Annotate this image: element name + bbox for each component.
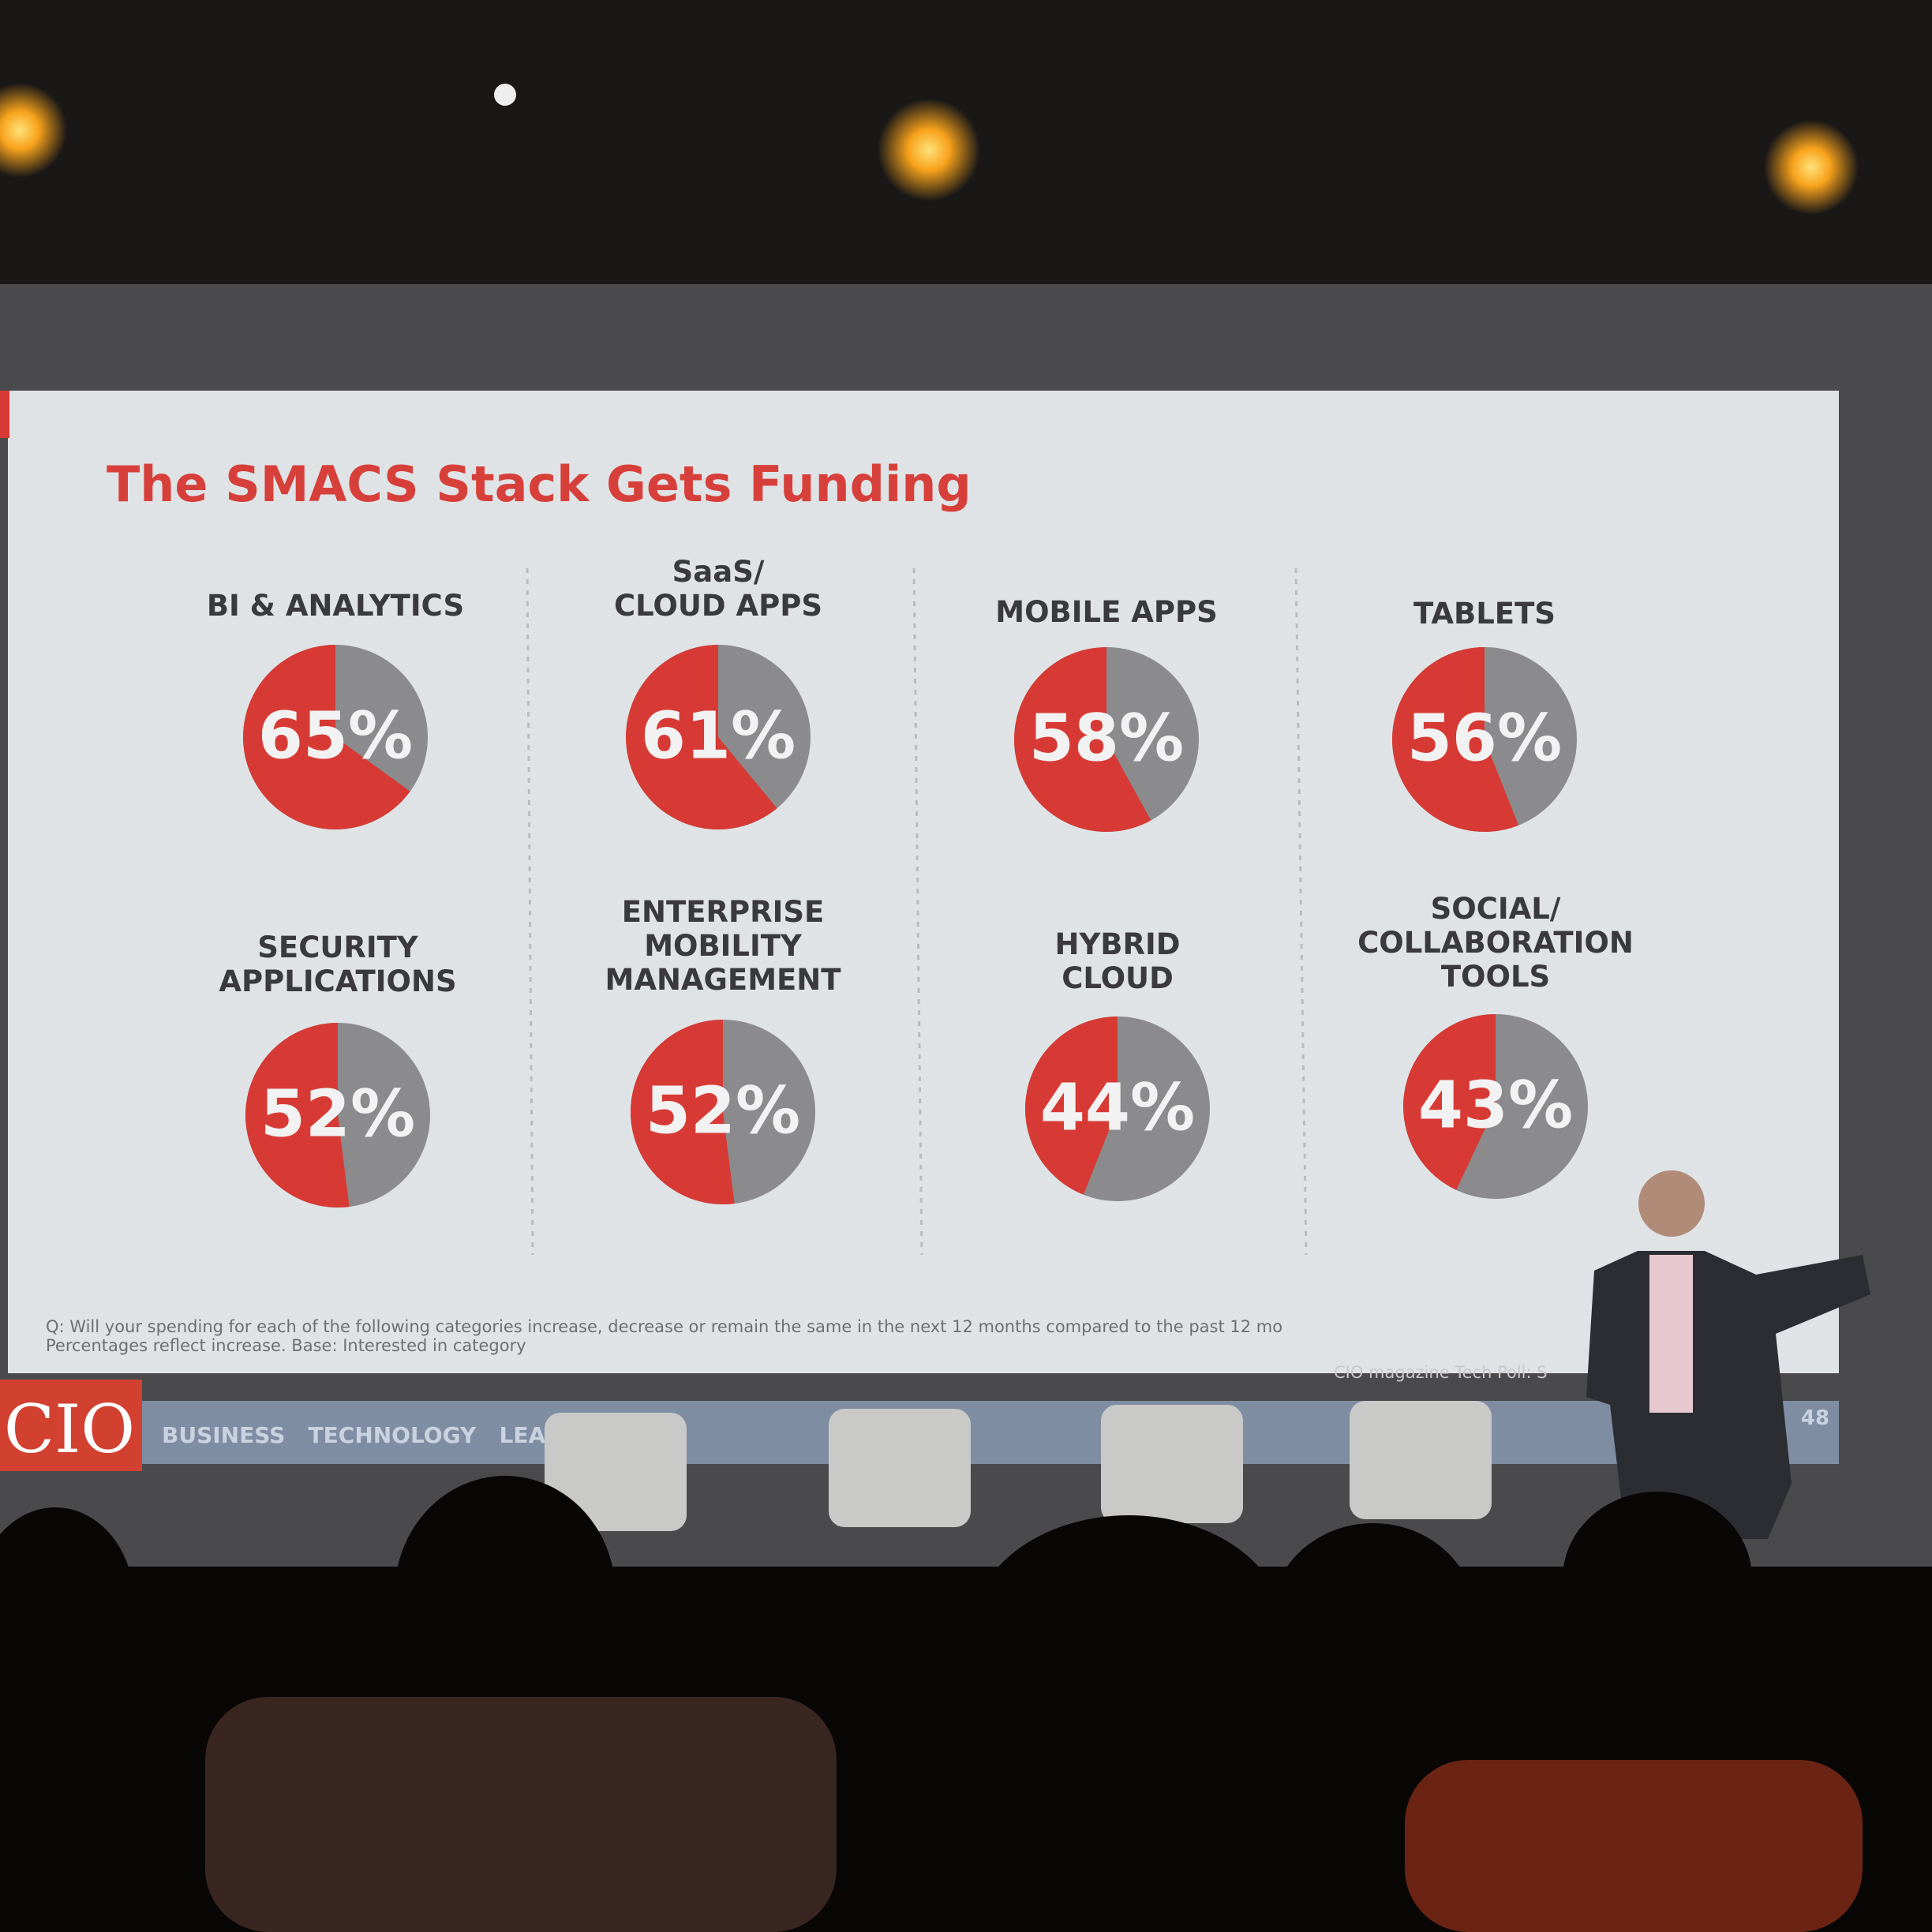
chair (1350, 1401, 1492, 1519)
pie-title: COLLABORATION (1357, 926, 1634, 960)
pie-title: HYBRID (1055, 927, 1181, 961)
footnote: Percentages reflect increase. Base: Inte… (46, 1336, 526, 1355)
pie-title: CLOUD APPS (614, 589, 822, 623)
value-label: 43% (1418, 1068, 1573, 1143)
pie-title: APPLICATIONS (219, 964, 456, 998)
pie-title: MANAGEMENT (605, 963, 842, 997)
slide (8, 391, 1839, 1373)
source: CIO magazine Tech Poll: S (1334, 1363, 1548, 1382)
audience (0, 1476, 1932, 1932)
chair (1101, 1405, 1243, 1523)
chair (545, 1413, 687, 1531)
pie-slice (243, 645, 410, 829)
page-number: 48 (1801, 1406, 1829, 1430)
pie-title: SaaS/ (672, 555, 765, 589)
chair (829, 1409, 971, 1527)
pie-title: MOBILITY (644, 929, 803, 963)
dividers (526, 567, 1308, 1256)
pie-title: SOCIAL/ (1431, 892, 1561, 926)
pie-title: MOBILE APPS (995, 595, 1218, 629)
pie-slice (626, 645, 777, 829)
value-label: 65% (258, 698, 413, 773)
stage-light (1764, 120, 1859, 215)
divider (526, 567, 534, 1256)
pie-slice (1014, 647, 1151, 832)
divider (912, 567, 923, 1256)
logo-box (0, 1380, 142, 1471)
charts: 65% BI & ANALYTICS 61% SaaS/CLOUD APPS 58% MO… (207, 555, 1634, 1208)
speaker-shirt (1649, 1255, 1693, 1413)
audience-member (1563, 1492, 1752, 1665)
stage-light (0, 83, 67, 178)
pie-slice (1025, 1017, 1118, 1195)
pie-title: TOOLS (1441, 960, 1550, 994)
logo: CIO (4, 1391, 135, 1468)
pie-title: CLOUD (1061, 961, 1174, 995)
audience-member (205, 1697, 837, 1932)
audience-member (395, 1476, 616, 1713)
divider (1294, 567, 1308, 1256)
slide-title: The SMACS Stack Gets Funding (107, 455, 972, 513)
audience-member (1405, 1760, 1863, 1932)
pie-title: ENTERPRISE (622, 895, 825, 929)
speaker-head (1638, 1170, 1705, 1237)
speaker (1586, 1170, 1870, 1539)
value-label: 52% (260, 1076, 415, 1151)
audience-member (0, 1507, 134, 1697)
pie-slice (1403, 1014, 1496, 1190)
value-label: 44% (1040, 1070, 1195, 1145)
chairs (545, 1401, 1492, 1531)
audience-member (971, 1515, 1286, 1752)
value-label: 61% (641, 698, 796, 773)
accent (0, 391, 9, 438)
value-label: 56% (1407, 701, 1562, 776)
stage-light (494, 84, 516, 106)
stage-light (878, 99, 980, 201)
pie-slice (1392, 646, 1519, 832)
pie-slice (630, 1020, 735, 1205)
audience-member (1271, 1523, 1476, 1713)
pie-title: BI & ANALYTICS (207, 589, 464, 623)
value-label: 58% (1029, 701, 1184, 776)
footnote: Q: Will your spending for each of the fo… (46, 1317, 1282, 1336)
value-label: 52% (646, 1073, 800, 1148)
pie-title: TABLETS (1413, 597, 1556, 631)
pie-slice (245, 1023, 350, 1208)
pie-title: SECURITY (257, 930, 419, 964)
